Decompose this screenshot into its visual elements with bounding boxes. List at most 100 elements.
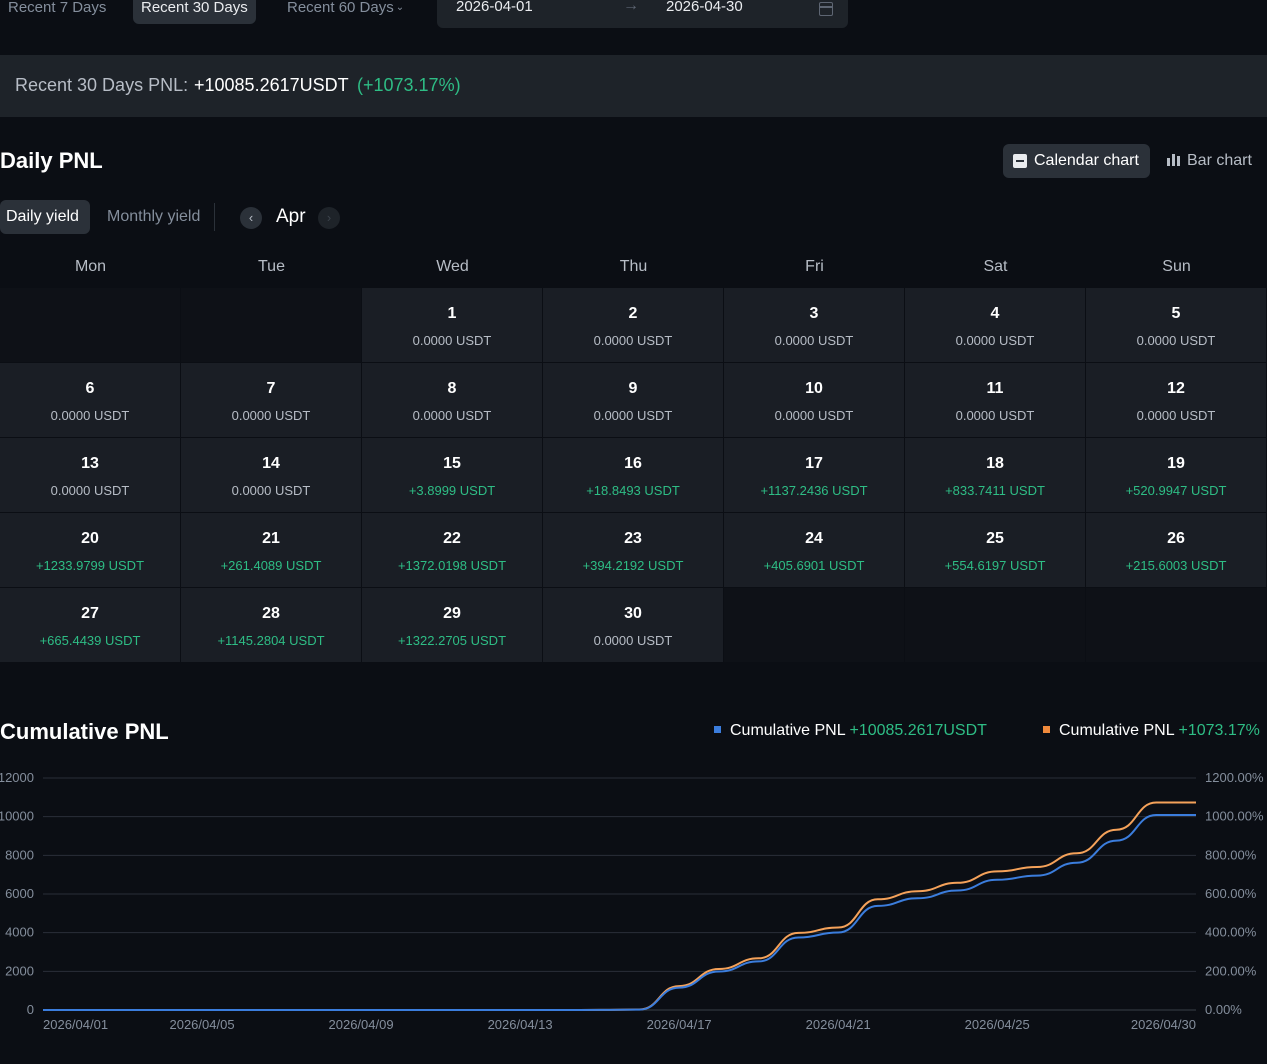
tab-monthly-yield[interactable]: Monthly yield: [107, 208, 201, 225]
calendar-day-cell[interactable]: 3 0.0000 USDT: [724, 288, 905, 363]
date-range-picker[interactable]: 2026-04-01 → 2026-04-30: [437, 0, 848, 28]
y-right-tick-label: 600.00%: [1205, 886, 1257, 901]
calendar-day-cell[interactable]: 21 +261.4089 USDT: [181, 513, 362, 588]
day-pnl: 0.0000 USDT: [774, 333, 854, 348]
day-pnl: 0.0000 USDT: [955, 408, 1035, 423]
arrow-right-icon: →: [623, 0, 639, 14]
tab-daily-yield[interactable]: Daily yield: [0, 200, 90, 234]
day-pnl: 0.0000 USDT: [50, 408, 130, 423]
calendar-day-cell[interactable]: 30 0.0000 USDT: [543, 588, 724, 663]
calendar-grid: 1 0.0000 USDT 2 0.0000 USDT 3 0.0000 USDT 4 0.0…: [0, 288, 1267, 663]
day-pnl: 0.0000 USDT: [412, 408, 492, 423]
day-pnl: +1137.2436 USDT: [760, 483, 868, 498]
calendar-day-cell[interactable]: 26 +215.6003 USDT: [1086, 513, 1267, 588]
date-to-input[interactable]: 2026-04-30: [666, 0, 743, 15]
calendar-day-cell[interactable]: 23 +394.2192 USDT: [543, 513, 724, 588]
day-pnl: +520.9947 USDT: [1125, 483, 1227, 498]
day-number: 15: [443, 455, 461, 472]
weekday-label: Fri: [805, 258, 824, 275]
calendar-day-cell[interactable]: 18 +833.7411 USDT: [905, 438, 1086, 513]
calendar-day-cell[interactable]: 10 0.0000 USDT: [724, 363, 905, 438]
y-left-tick-label: 0: [27, 1002, 34, 1017]
calendar-day-cell[interactable]: 9 0.0000 USDT: [543, 363, 724, 438]
y-left-tick-label: 10000: [0, 809, 34, 824]
calendar-day-cell[interactable]: 12 0.0000 USDT: [1086, 363, 1267, 438]
calendar-icon[interactable]: [819, 2, 833, 16]
calendar-day-cell[interactable]: 6 0.0000 USDT: [0, 363, 181, 438]
date-from-input[interactable]: 2026-04-01: [456, 0, 533, 15]
day-pnl: 0.0000 USDT: [593, 633, 673, 648]
day-number: 23: [624, 530, 642, 547]
weekday-label: Thu: [619, 258, 648, 275]
x-tick-label: 2026/04/05: [169, 1017, 234, 1032]
day-pnl: 0.0000 USDT: [593, 333, 673, 348]
day-number: 30: [624, 605, 642, 622]
calendar-day-cell[interactable]: 16 +18.8493 USDT: [543, 438, 724, 513]
y-left-tick-label: 8000: [5, 847, 34, 862]
range-30-days-button[interactable]: Recent 30 Days: [133, 0, 256, 24]
calendar-day-cell[interactable]: 8 0.0000 USDT: [362, 363, 543, 438]
calendar-day-cell[interactable]: 2 0.0000 USDT: [543, 288, 724, 363]
x-tick-label: 2026/04/09: [329, 1017, 394, 1032]
calendar-chart-button[interactable]: Calendar chart: [1003, 144, 1150, 178]
legend-percent[interactable]: Cumulative PNL +1073.17%: [1043, 722, 1260, 740]
day-pnl: +1322.2705 USDT: [397, 633, 507, 648]
calendar-day-cell[interactable]: 20 +1233.9799 USDT: [0, 513, 181, 588]
calendar-day-cell[interactable]: 24 +405.6901 USDT: [724, 513, 905, 588]
chevron-left-icon[interactable]: ‹: [240, 207, 262, 229]
calendar-day-cell[interactable]: 4 0.0000 USDT: [905, 288, 1086, 363]
chevron-down-icon: ⌄: [395, 2, 405, 13]
legend-label-percent: Cumulative PNL: [1059, 722, 1175, 739]
range-7-days-button[interactable]: Recent 7 Days: [8, 0, 107, 16]
day-number: 9: [628, 380, 638, 397]
day-pnl: 0.0000 USDT: [231, 483, 311, 498]
calendar-day-cell[interactable]: 22 +1372.0198 USDT: [362, 513, 543, 588]
calendar-day-cell[interactable]: 5 0.0000 USDT: [1086, 288, 1267, 363]
calendar-day-cell[interactable]: 17 +1137.2436 USDT: [724, 438, 905, 513]
cumulative-pnl-chart[interactable]: 0 2000 4000 6000 8000 10000 12000 0.00% 200.00% 4…: [0, 762, 1267, 1042]
day-number: 6: [85, 380, 95, 397]
calendar-day-cell[interactable]: 25 +554.6197 USDT: [905, 513, 1086, 588]
day-number: 27: [81, 605, 99, 622]
day-number: 10: [805, 380, 823, 397]
calendar-day-cell[interactable]: 1 0.0000 USDT: [362, 288, 543, 363]
calendar-empty-cell: [0, 288, 181, 363]
calendar-empty-cell: [1086, 588, 1267, 663]
cumulative-pnl-title: Cumulative PNL: [0, 719, 169, 744]
x-tick-label: 2026/04/21: [806, 1017, 871, 1032]
bar-chart-button[interactable]: Bar chart: [1167, 152, 1252, 170]
bar-chart-label: Bar chart: [1187, 152, 1252, 169]
summary-value: +10085.2617USDT: [194, 75, 349, 95]
legend-usdt[interactable]: Cumulative PNL +10085.2617USDT: [714, 722, 987, 740]
month-label: Apr: [276, 206, 306, 227]
range-60-days-button[interactable]: Recent 60 Days ⌄: [279, 0, 412, 24]
calendar-day-cell[interactable]: 14 0.0000 USDT: [181, 438, 362, 513]
chevron-right-icon[interactable]: ›: [318, 207, 340, 229]
day-pnl: +833.7411 USDT: [945, 483, 1045, 498]
calendar-day-cell[interactable]: 11 0.0000 USDT: [905, 363, 1086, 438]
day-number: 14: [262, 455, 280, 472]
day-pnl: +1145.2804 USDT: [217, 633, 325, 648]
day-pnl: +405.6901 USDT: [763, 558, 865, 573]
day-pnl: 0.0000 USDT: [774, 408, 854, 423]
legend-value-percent: +1073.17%: [1178, 722, 1260, 739]
calendar-day-cell[interactable]: 29 +1322.2705 USDT: [362, 588, 543, 663]
calendar-day-cell[interactable]: 13 0.0000 USDT: [0, 438, 181, 513]
calendar-day-cell[interactable]: 15 +3.8999 USDT: [362, 438, 543, 513]
day-pnl: 0.0000 USDT: [593, 408, 673, 423]
calendar-day-cell[interactable]: 27 +665.4439 USDT: [0, 588, 181, 663]
x-tick-label: 2026/04/13: [488, 1017, 553, 1032]
y-right-tick-label: 400.00%: [1205, 925, 1257, 940]
series-line-usdt: [43, 814, 1196, 1011]
y-right-tick-label: 1000.00%: [1205, 809, 1264, 824]
y-left-tick-label: 12000: [0, 770, 34, 785]
calendar-day-cell[interactable]: 19 +520.9947 USDT: [1086, 438, 1267, 513]
day-number: 2: [628, 305, 638, 322]
day-number: 21: [262, 530, 280, 547]
day-number: 13: [81, 455, 99, 472]
calendar-icon: [1013, 154, 1027, 168]
calendar-day-cell[interactable]: 28 +1145.2804 USDT: [181, 588, 362, 663]
tab-divider: [214, 203, 215, 231]
calendar-day-cell[interactable]: 7 0.0000 USDT: [181, 363, 362, 438]
x-tick-label: 2026/04/30: [1131, 1017, 1196, 1032]
